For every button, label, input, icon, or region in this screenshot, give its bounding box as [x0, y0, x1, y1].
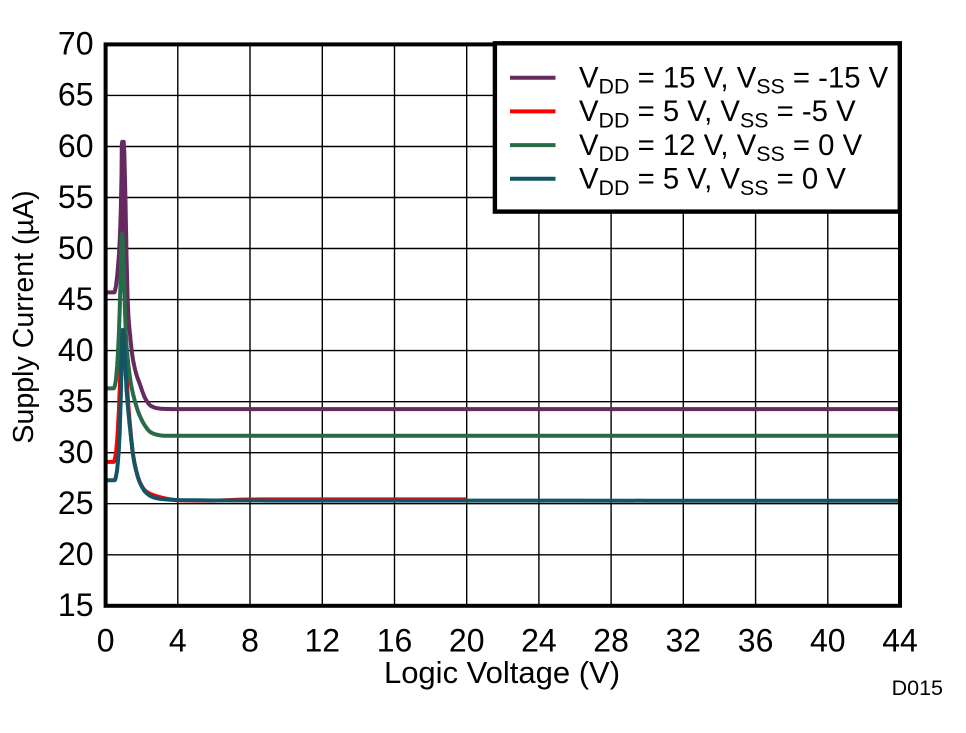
- svg-text:Supply Current (µA): Supply Current (µA): [8, 190, 40, 443]
- svg-text:8: 8: [241, 623, 259, 659]
- svg-text:55: 55: [58, 179, 94, 215]
- svg-text:12: 12: [305, 623, 341, 659]
- svg-text:70: 70: [58, 26, 94, 62]
- svg-text:D015: D015: [892, 676, 943, 700]
- svg-text:45: 45: [58, 281, 94, 317]
- svg-text:16: 16: [377, 623, 413, 659]
- svg-text:20: 20: [449, 623, 485, 659]
- svg-text:40: 40: [810, 623, 846, 659]
- svg-text:40: 40: [58, 332, 94, 368]
- svg-text:50: 50: [58, 230, 94, 266]
- svg-text:28: 28: [593, 623, 629, 659]
- svg-text:15: 15: [58, 587, 94, 623]
- svg-text:0: 0: [97, 623, 115, 659]
- svg-text:60: 60: [58, 128, 94, 164]
- svg-text:VDD = 15 V, VSS = -15 V: VDD = 15 V, VSS = -15 V: [579, 61, 889, 98]
- svg-text:VDD = 5 V, VSS = 0 V: VDD = 5 V, VSS = 0 V: [579, 163, 846, 200]
- svg-text:4: 4: [169, 623, 187, 659]
- svg-text:65: 65: [58, 77, 94, 113]
- svg-text:32: 32: [666, 623, 702, 659]
- svg-text:30: 30: [58, 434, 94, 470]
- svg-text:Logic Voltage (V): Logic Voltage (V): [384, 655, 620, 690]
- svg-text:25: 25: [58, 485, 94, 521]
- svg-text:35: 35: [58, 383, 94, 419]
- svg-text:20: 20: [58, 536, 94, 572]
- svg-text:24: 24: [521, 623, 557, 659]
- svg-text:44: 44: [882, 623, 918, 659]
- svg-text:36: 36: [738, 623, 774, 659]
